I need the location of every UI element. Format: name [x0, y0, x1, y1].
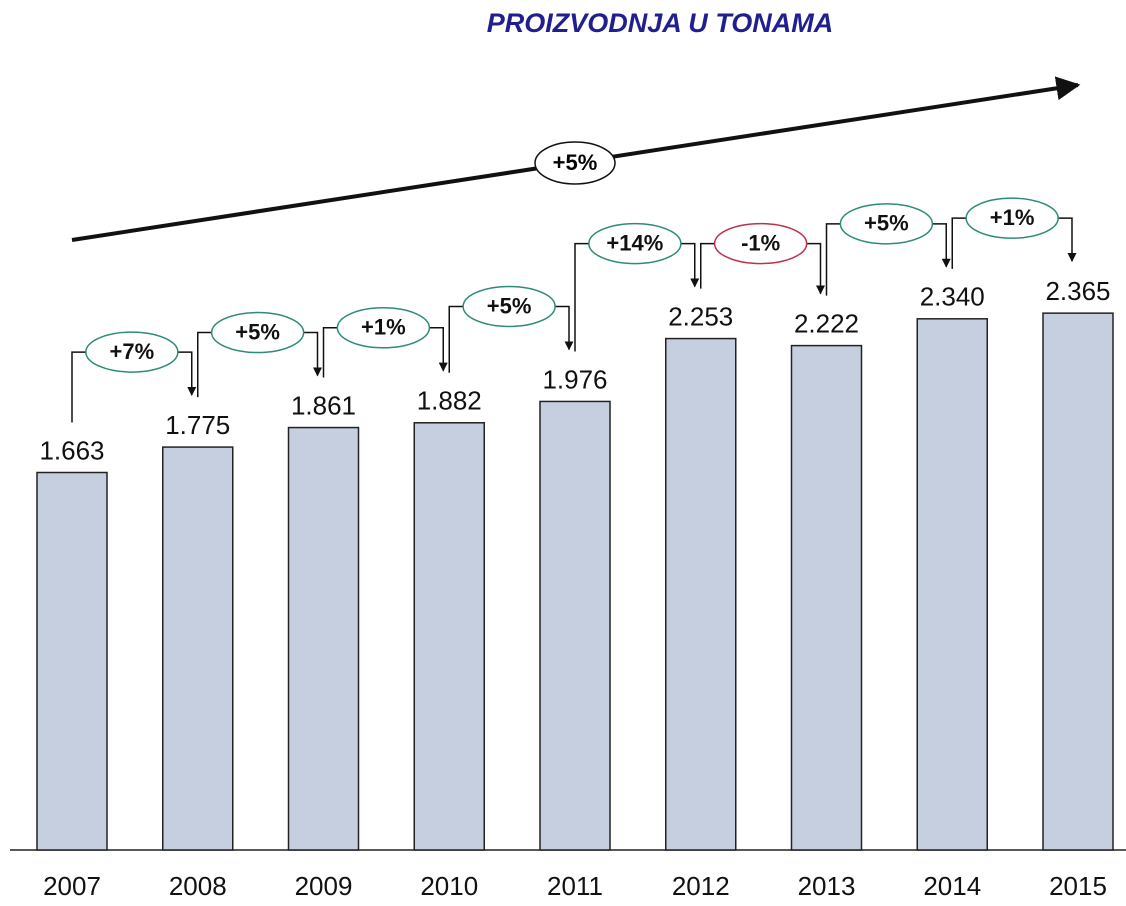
growth-label: +14%: [606, 230, 663, 255]
growth-badge: [713, 222, 808, 265]
growth-label: +1%: [990, 205, 1035, 230]
x-tick-label: 2015: [1049, 871, 1107, 901]
x-tick-label: 2009: [295, 871, 353, 901]
growth-label: +1%: [361, 315, 406, 340]
trend-label: +5%: [553, 150, 598, 175]
x-tick-label: 2008: [169, 871, 227, 901]
growth-badge: [85, 331, 179, 373]
growth-label: +5%: [864, 211, 909, 236]
growth-label: +5%: [235, 319, 280, 344]
growth-badge: [462, 285, 556, 328]
x-tick-label: 2010: [420, 871, 478, 901]
value-label: 2.253: [668, 301, 733, 331]
value-label: 2.365: [1045, 276, 1110, 306]
growth-label: -1%: [741, 230, 780, 255]
bar: [916, 318, 988, 851]
growth-badge: [588, 222, 682, 265]
growth-badge: [839, 203, 934, 245]
x-tick-label: 2013: [798, 871, 856, 901]
bar: [287, 426, 360, 851]
growth-label: +7%: [110, 339, 155, 364]
x-tick-label: 2011: [547, 871, 603, 901]
trend-badge: [534, 141, 616, 185]
bar: [162, 446, 234, 851]
value-label: 1.663: [39, 435, 104, 465]
growth-badge: [965, 197, 1059, 239]
bar: [1042, 312, 1114, 851]
value-label: 1.976: [542, 364, 607, 394]
bar: [539, 400, 611, 851]
bar: [665, 337, 737, 851]
x-tick-label: 2014: [923, 871, 981, 901]
bar: [413, 422, 485, 851]
bar: [790, 344, 863, 851]
growth-badge: [210, 311, 305, 354]
x-tick-label: 2007: [43, 871, 101, 901]
growth-badge: [336, 307, 431, 349]
value-label: 2.340: [920, 282, 985, 312]
value-label: 1.775: [165, 410, 230, 440]
value-label: 1.861: [291, 390, 356, 420]
x-tick-label: 2012: [672, 871, 730, 901]
value-label: 2.222: [794, 308, 859, 338]
growth-label: +5%: [487, 293, 532, 318]
bar: [36, 471, 108, 851]
value-label: 1.882: [417, 386, 482, 416]
chart-title: PROIZVODNJA U TONAMA: [487, 8, 834, 38]
